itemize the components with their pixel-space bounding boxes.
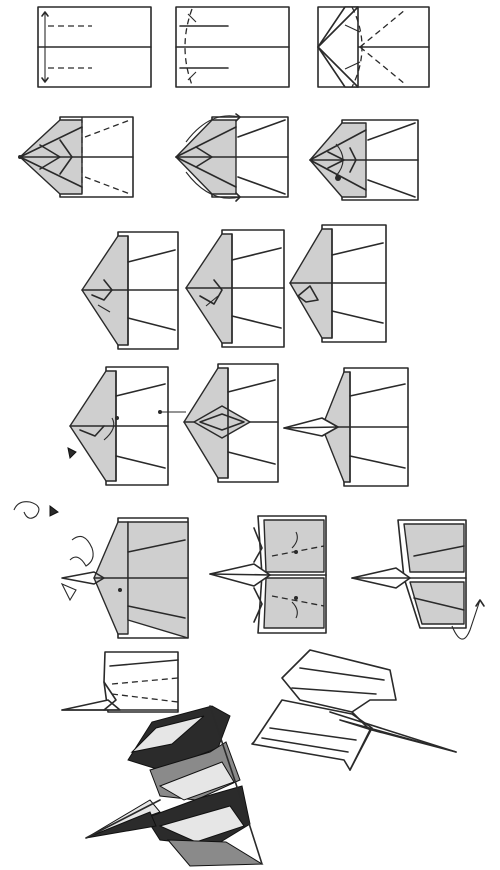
step-16-fold-wing-down: [62, 652, 178, 712]
step-14-fold-wings-guides: [210, 516, 326, 633]
step-8-narrow-nose-b: [186, 230, 284, 347]
step-9-narrow-nose-c: [290, 225, 386, 342]
turn-over-icon: [14, 502, 39, 519]
step-5-fold-edges-to-center: [176, 114, 288, 201]
step-4-fold-tip-to-center: [18, 117, 133, 197]
step-10-pull-nose-out: [68, 367, 168, 485]
step-12-long-nose-formed: [284, 368, 408, 486]
step-3-fold-corners-to-center: [318, 7, 429, 87]
step-1-fold-center-crease: [38, 7, 151, 87]
step-2-fold-corners-guides: [176, 7, 289, 87]
step-15-fold-in-half: [352, 520, 484, 639]
step-13-turn-over-and-fold: [14, 502, 188, 638]
step-11-squash-nose: [158, 364, 278, 482]
step-17-finished-plane-outline: [252, 650, 456, 770]
step-18-finished-plane-shaded: [86, 706, 262, 866]
step-6-fold-nose-flaps: [310, 120, 418, 200]
step-7-narrow-nose-a: [82, 232, 178, 349]
